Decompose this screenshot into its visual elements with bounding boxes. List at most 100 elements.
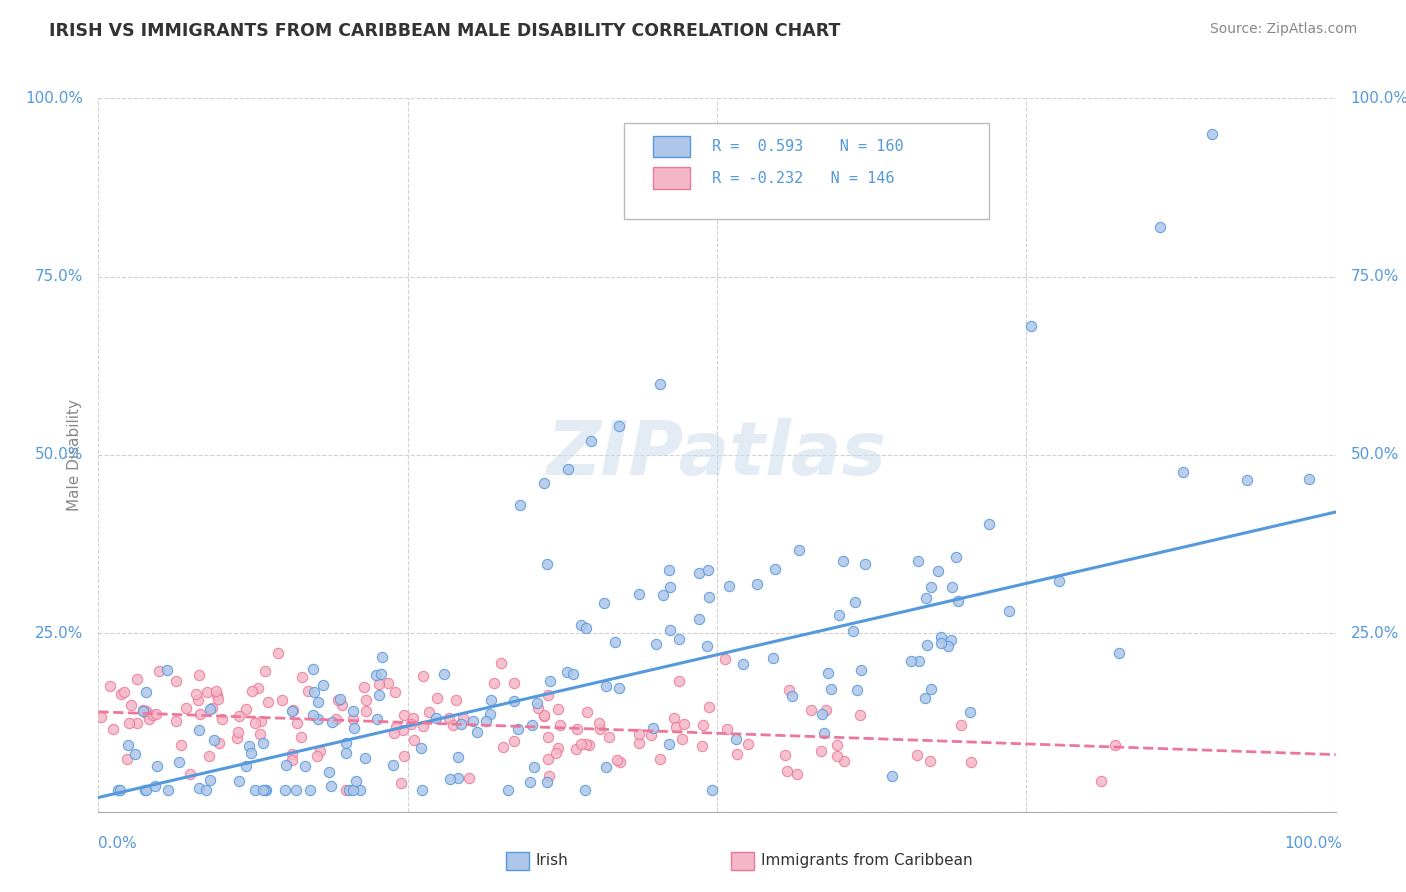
Point — [225, 731, 247, 745]
Point — [688, 612, 710, 626]
Point — [668, 632, 690, 647]
Point — [479, 692, 502, 706]
Point — [179, 767, 201, 781]
Point — [308, 744, 330, 758]
Text: 100.0%: 100.0% — [25, 91, 83, 105]
Point — [1149, 219, 1171, 234]
Point — [256, 783, 278, 797]
Point — [392, 707, 415, 722]
Point — [377, 676, 399, 690]
Point — [842, 624, 865, 639]
Point — [285, 715, 308, 730]
Point — [851, 663, 873, 677]
Text: 100.0%: 100.0% — [1285, 836, 1343, 851]
Point — [412, 668, 434, 682]
Point — [103, 723, 125, 737]
Point — [90, 710, 112, 724]
Point — [640, 728, 662, 742]
Point — [242, 684, 264, 698]
Point — [127, 716, 149, 731]
Point — [246, 681, 269, 695]
Point — [335, 783, 357, 797]
Point — [589, 722, 612, 736]
Point — [998, 604, 1021, 618]
Point — [607, 681, 630, 695]
Text: 0.0%: 0.0% — [98, 836, 138, 851]
Text: 25.0%: 25.0% — [1351, 626, 1399, 640]
Point — [447, 771, 470, 785]
Point — [592, 596, 614, 610]
Point — [188, 780, 211, 795]
Point — [249, 727, 271, 741]
Point — [250, 714, 273, 728]
Point — [195, 685, 218, 699]
Point — [349, 783, 371, 797]
Point — [343, 721, 366, 735]
Point — [538, 673, 561, 688]
Point — [927, 565, 949, 579]
Point — [235, 702, 257, 716]
Point — [115, 751, 138, 765]
Point — [576, 705, 599, 719]
Y-axis label: Male Disability: Male Disability — [67, 399, 83, 511]
Point — [1298, 472, 1320, 486]
Point — [491, 739, 513, 754]
Point — [579, 434, 602, 448]
Point — [253, 664, 276, 678]
Point — [391, 723, 413, 737]
Point — [252, 736, 274, 750]
Point — [948, 594, 970, 608]
Point — [308, 712, 330, 726]
Point — [536, 775, 558, 789]
Point — [142, 707, 165, 722]
Point — [401, 717, 423, 731]
Point — [412, 719, 434, 733]
Point — [1236, 473, 1258, 487]
Point — [354, 751, 377, 765]
Point — [882, 769, 904, 783]
Text: Irish: Irish — [536, 854, 568, 868]
Point — [302, 662, 325, 676]
Point — [274, 783, 297, 797]
Point — [127, 672, 149, 686]
Point — [461, 714, 484, 728]
Point — [786, 766, 808, 780]
Point — [252, 783, 274, 797]
Point — [544, 747, 567, 761]
Point — [330, 698, 353, 713]
Point — [800, 703, 823, 717]
Point — [650, 752, 672, 766]
Text: 75.0%: 75.0% — [35, 269, 83, 284]
Point — [353, 680, 375, 694]
Point — [557, 462, 579, 476]
Point — [716, 722, 738, 736]
Point — [368, 688, 391, 702]
Point — [157, 783, 180, 797]
Point — [384, 685, 406, 699]
Point — [107, 783, 129, 797]
Point — [533, 707, 555, 722]
Point — [411, 783, 433, 797]
Point — [575, 737, 598, 751]
Point — [385, 720, 408, 734]
Point — [307, 695, 329, 709]
Point — [120, 698, 142, 713]
Point — [668, 673, 690, 688]
Point — [145, 758, 167, 772]
Point — [447, 749, 470, 764]
Point — [773, 748, 796, 763]
Point — [276, 757, 298, 772]
Point — [820, 682, 842, 697]
Point — [184, 687, 207, 701]
Point — [565, 742, 588, 756]
Point — [810, 707, 832, 722]
Point — [132, 703, 155, 717]
Point — [915, 639, 938, 653]
Point — [523, 760, 546, 774]
Point — [692, 718, 714, 732]
Text: 50.0%: 50.0% — [1351, 448, 1399, 462]
Point — [939, 633, 962, 648]
Point — [329, 691, 352, 706]
Point — [1108, 647, 1130, 661]
Point — [342, 704, 364, 718]
